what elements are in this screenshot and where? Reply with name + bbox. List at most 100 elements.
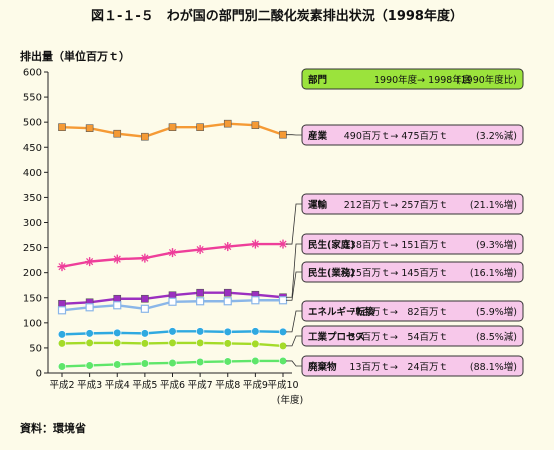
- data-point: [168, 358, 177, 368]
- callout-bg: [301, 325, 524, 347]
- callout-change-label: (88.1%増): [470, 361, 517, 373]
- data-point: [57, 330, 67, 339]
- data-point: [140, 329, 149, 338]
- data-point: [85, 338, 94, 348]
- data-point: [196, 297, 205, 306]
- x-axis-unit-label: (年度): [277, 394, 303, 406]
- data-point: [223, 327, 232, 336]
- data-point: [251, 296, 260, 305]
- callout-change-label: (21.1%増): [470, 199, 517, 211]
- y-axis-unit-label: 排出量（単位百万ｔ）: [20, 49, 130, 63]
- x-tick-label: 平成8: [215, 379, 240, 391]
- callout-民生(業務): 民生(業務)125百万ｔ→ 145百万ｔ (16.1%増): [301, 261, 524, 283]
- callout-connector: [286, 271, 302, 301]
- x-tick-label: 平成9: [243, 379, 268, 391]
- callout-connector: [286, 203, 302, 245]
- data-point: [278, 296, 288, 305]
- data-point: [196, 357, 205, 367]
- callout-connector: [286, 310, 302, 333]
- callout-connector: [286, 335, 302, 347]
- x-tick-label: 平成2: [49, 379, 74, 391]
- data-point: [168, 327, 177, 336]
- header-change-label: 1990年度→ 1998年度: [374, 74, 472, 86]
- x-tick-label: 平成10: [267, 379, 298, 391]
- callout-change-label: (5.9%増): [476, 306, 517, 318]
- data-point: [196, 288, 204, 297]
- series-group: [57, 119, 288, 371]
- callout-values-label: 138百万ｔ→ 151百万ｔ: [344, 240, 448, 251]
- data-point: [141, 132, 149, 141]
- callout-values-label: 125百万ｔ→ 145百万ｔ: [344, 268, 448, 279]
- data-point: [140, 304, 149, 313]
- data-point: [85, 361, 94, 370]
- callout-bg: [301, 193, 524, 215]
- data-point: [113, 328, 122, 337]
- x-tick-label: 平成4: [105, 379, 130, 391]
- data-point: [223, 242, 233, 252]
- data-point: [113, 360, 122, 369]
- data-point: [58, 123, 66, 131]
- header-sector-label: 部門: [308, 74, 327, 86]
- data-point: [251, 121, 260, 129]
- header-ratio-label: (1990年度比): [457, 74, 517, 86]
- y-tick-label: 100: [23, 318, 42, 329]
- data-point: [196, 123, 204, 131]
- source-note: 資料：環境省: [20, 421, 86, 435]
- callout-sector-label: 産業: [308, 130, 328, 142]
- data-point: [168, 297, 177, 306]
- y-tick-label: 0: [36, 369, 42, 380]
- y-tick-label: 500: [23, 118, 42, 129]
- series-民生(家庭): [58, 288, 287, 308]
- data-point: [250, 239, 260, 249]
- data-point: [278, 327, 288, 336]
- data-point: [113, 129, 122, 138]
- callout-bg: [301, 355, 524, 377]
- header-box-bg: [301, 68, 524, 90]
- series-運輸: [57, 239, 288, 272]
- x-axis: 平成2 平成3 平成4 平成5 平成6 平成7 平成8 平成9 平成10: [48, 372, 299, 391]
- data-point: [57, 262, 67, 272]
- callout-boxes: 産業 490百万ｔ→ 475百万ｔ (3.2%減) 運輸 212百万ｔ→ 257百万ｔ (…: [301, 124, 524, 377]
- callout-廃棄物: 廃棄物 13百万ｔ→ 24百万ｔ (88.1%増): [301, 355, 524, 377]
- callout-change-label: (9.3%増): [476, 239, 517, 251]
- data-point: [251, 327, 260, 336]
- data-point: [251, 339, 260, 349]
- callout-bg: [301, 124, 524, 146]
- x-tick-label: 平成3: [77, 379, 102, 391]
- data-point: [112, 254, 122, 264]
- data-point: [57, 339, 67, 348]
- callout-values-label: 490百万ｔ→ 475百万ｔ: [344, 131, 448, 142]
- series-民生(業務): [57, 296, 288, 315]
- callout-connector: [286, 360, 302, 367]
- callout-sector-label: エネルギー転換: [308, 306, 375, 318]
- y-axis: 0 50 100 150 200 250 300 350 400 450 500 550 600: [23, 68, 49, 380]
- callout-sector-label: 廃棄物: [308, 361, 337, 373]
- callout-values-label: 77百万ｔ→ 82百万ｔ: [349, 307, 448, 318]
- data-point: [223, 339, 232, 348]
- callout-change-label: (16.1%増): [470, 267, 517, 279]
- y-tick-label: 300: [23, 218, 42, 229]
- y-tick-label: 450: [23, 143, 42, 154]
- data-point: [223, 357, 232, 366]
- callout-bg: [301, 233, 524, 255]
- data-point: [195, 245, 205, 255]
- data-point: [168, 248, 177, 258]
- data-point: [113, 338, 122, 348]
- data-point: [223, 119, 232, 128]
- y-tick-label: 150: [23, 293, 42, 304]
- data-point: [223, 297, 232, 306]
- data-point: [278, 341, 288, 351]
- x-tick-label: 平成6: [160, 379, 185, 391]
- y-tick-label: 250: [23, 243, 42, 254]
- callout-bg: [301, 300, 524, 322]
- y-tick-label: 400: [23, 168, 42, 179]
- callout-sector-label: 民生(業務): [308, 267, 355, 279]
- callout-産業: 産業 490百万ｔ→ 475百万ｔ (3.2%減): [301, 124, 524, 146]
- data-point: [141, 294, 149, 303]
- callout-運輸: 運輸 212百万ｔ→ 257百万ｔ (21.1%増): [301, 193, 524, 215]
- series-産業: [58, 119, 287, 141]
- data-point: [196, 338, 205, 348]
